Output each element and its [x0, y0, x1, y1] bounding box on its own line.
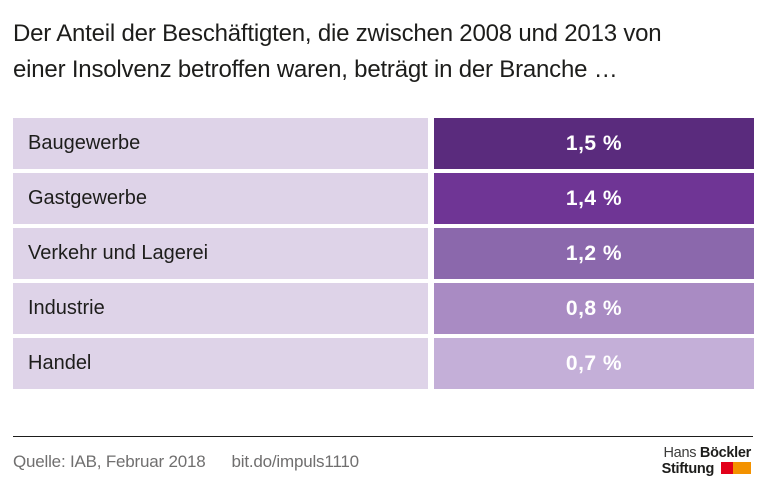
- source-text: Quelle: IAB, Februar 2018: [13, 452, 206, 471]
- logo-line2: Stiftung: [662, 461, 751, 477]
- row-value-handel: 0,7 %: [434, 338, 754, 389]
- table-row: Baugewerbe 1,5 %: [13, 118, 754, 169]
- footer-divider: [13, 436, 753, 437]
- logo-line1: Hans Böckler: [662, 445, 752, 461]
- table-row: Industrie 0,8 %: [13, 283, 754, 334]
- source-link-text: bit.do/impuls1110: [231, 452, 360, 471]
- chart-title-line1: Der Anteil der Beschäftigten, die zwisch…: [13, 20, 662, 47]
- table-row: Handel 0,7 %: [13, 338, 754, 389]
- row-value-industrie: 0,8 %: [434, 283, 754, 334]
- insolvency-table-chart: Baugewerbe 1,5 % Gastgewerbe 1,4 % Verke…: [13, 118, 754, 389]
- table-row: Gastgewerbe 1,4 %: [13, 173, 754, 224]
- logo-orange-block-icon: [733, 462, 751, 474]
- chart-title-line2: einer Insolvenz betroffen waren, beträgt…: [13, 56, 618, 83]
- logo-red-block-icon: [721, 462, 733, 474]
- source-line: Quelle: IAB, Februar 2018 bit.do/impuls11…: [13, 452, 359, 472]
- row-label-baugewerbe: Baugewerbe: [13, 118, 428, 169]
- row-value-gastgewerbe: 1,4 %: [434, 173, 754, 224]
- table-row: Verkehr und Lagerei 1,2 %: [13, 228, 754, 279]
- row-label-handel: Handel: [13, 338, 428, 389]
- logo-stiftung-text: Stiftung: [661, 461, 715, 477]
- row-label-verkehr-und-lagerei: Verkehr und Lagerei: [13, 228, 428, 279]
- hans-boeckler-stiftung-logo: Hans Böckler Stiftung: [662, 445, 752, 477]
- logo-hans-text: Hans: [663, 445, 697, 461]
- row-value-baugewerbe: 1,5 %: [434, 118, 754, 169]
- row-value-verkehr-und-lagerei: 1,2 %: [434, 228, 754, 279]
- row-label-industrie: Industrie: [13, 283, 428, 334]
- chart-title: Der Anteil der Beschäftigten, die zwisch…: [0, 0, 767, 88]
- row-label-gastgewerbe: Gastgewerbe: [13, 173, 428, 224]
- footer: Quelle: IAB, Februar 2018 bit.do/impuls11…: [13, 445, 751, 477]
- logo-boeckler-text: Böckler: [696, 445, 751, 461]
- logo-color-blocks: [721, 462, 751, 474]
